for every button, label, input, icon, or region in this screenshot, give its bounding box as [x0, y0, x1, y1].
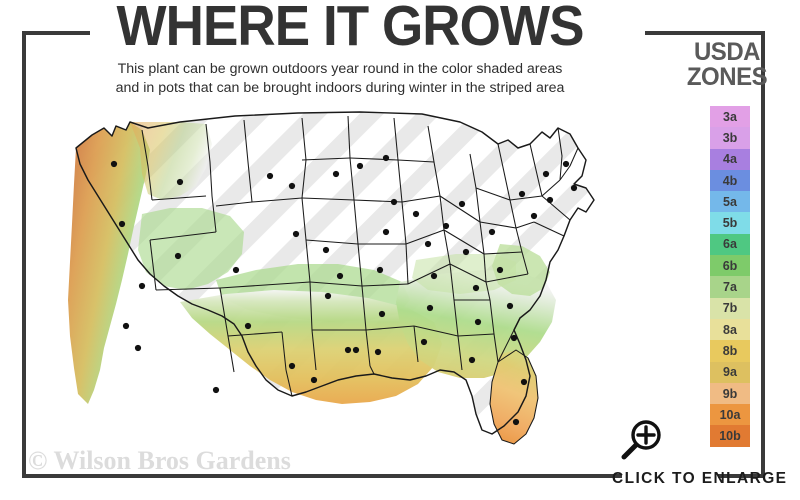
page-subtitle: This plant can be grown outdoors year ro… [115, 61, 565, 96]
zone-swatch-3a: 3a [710, 106, 750, 128]
frame-segment-left [22, 31, 26, 478]
zone-swatch-6a: 6a [710, 233, 750, 256]
frame-segment-top-left [22, 31, 90, 35]
zone-swatch-5b: 5b [710, 212, 750, 234]
ohio-valley-fill [412, 254, 516, 294]
map-svg [68, 111, 595, 445]
page-title: WHERE IT GROWS [116, 0, 584, 58]
frame-segment-bottom-left [22, 474, 622, 478]
zone-swatch-8a: 8a [710, 318, 750, 341]
southern-plains-fill [180, 290, 442, 404]
zone-swatch-4a: 4a [710, 148, 750, 170]
zone-swatch-3b: 3b [710, 127, 750, 149]
great-basin-fill [138, 208, 244, 290]
zone-swatch-7b: 7b [710, 297, 750, 319]
zone-swatch-4b: 4b [710, 169, 750, 192]
magnifier-plus-icon[interactable] [618, 418, 664, 462]
pacific-northwest-fill [130, 122, 212, 200]
zone-swatch-8b: 8b [710, 340, 750, 362]
legend-title: USDA ZONES [686, 38, 768, 91]
map-color-fills [68, 112, 594, 444]
zone-swatch-10a: 10a [710, 404, 750, 426]
state-boundaries [75, 111, 595, 445]
zone-swatch-9b: 9b [710, 382, 750, 405]
frame-segment-bottom-right [718, 474, 765, 478]
zone-swatch-6b: 6b [710, 255, 750, 277]
frame-segment-top-right [645, 31, 765, 35]
usda-zone-legend: 3a 3b 4a 4b 5a 5b 6a 6b 7a 7b 8a 8b 9a 9b 10a 10b [710, 106, 750, 447]
frame-segment-right [761, 31, 765, 478]
watermark: © Wilson Bros Gardens [28, 446, 291, 475]
zone-swatch-5a: 5a [710, 191, 750, 213]
click-to-enlarge-label[interactable]: CLICK TO ENLARGE [612, 470, 788, 487]
west-coast-fill [68, 122, 150, 404]
zone-swatch-9a: 9a [710, 361, 750, 383]
zone-swatch-10b: 10b [710, 425, 750, 447]
zone-swatch-7a: 7a [710, 276, 750, 298]
florida-fill [490, 350, 538, 444]
city-markers [110, 154, 578, 426]
usda-hardiness-map[interactable] [30, 104, 660, 454]
